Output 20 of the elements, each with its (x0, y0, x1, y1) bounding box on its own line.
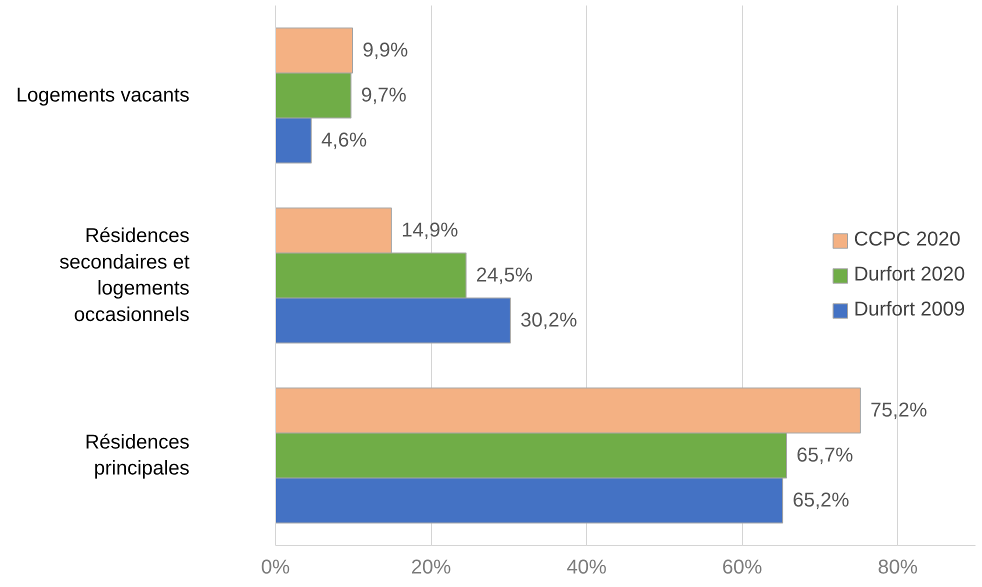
data-label: 4,6% (321, 130, 368, 152)
legend-label: Durfort 2020 (854, 264, 965, 286)
data-label: 9,9% (362, 40, 408, 62)
data-label: 24,5% (476, 264, 533, 286)
x-tick-label: 60% (722, 556, 762, 578)
data-label: 14,9% (401, 220, 458, 242)
x-tick-label: 40% (566, 556, 607, 578)
data-label: 30,2% (520, 310, 578, 332)
legend-label: CCPC 2020 (854, 228, 961, 252)
legend-label: Durfort 2009 (854, 298, 965, 322)
data-label: 9,7% (360, 84, 407, 106)
x-tick-label: 20% (411, 556, 452, 578)
data-label: 65,7% (796, 444, 854, 466)
x-tick-label: 80% (878, 556, 918, 578)
x-tick-label: 0% (261, 556, 290, 578)
y-tick-label: Résidences secondaires et logements occasionnels (59, 224, 190, 326)
y-tick-label: Résidences principales (85, 431, 190, 480)
data-label: 75,2% (870, 400, 928, 422)
y-tick-label: Logements vacants (16, 84, 190, 106)
data-label: 65,2% (792, 490, 850, 512)
